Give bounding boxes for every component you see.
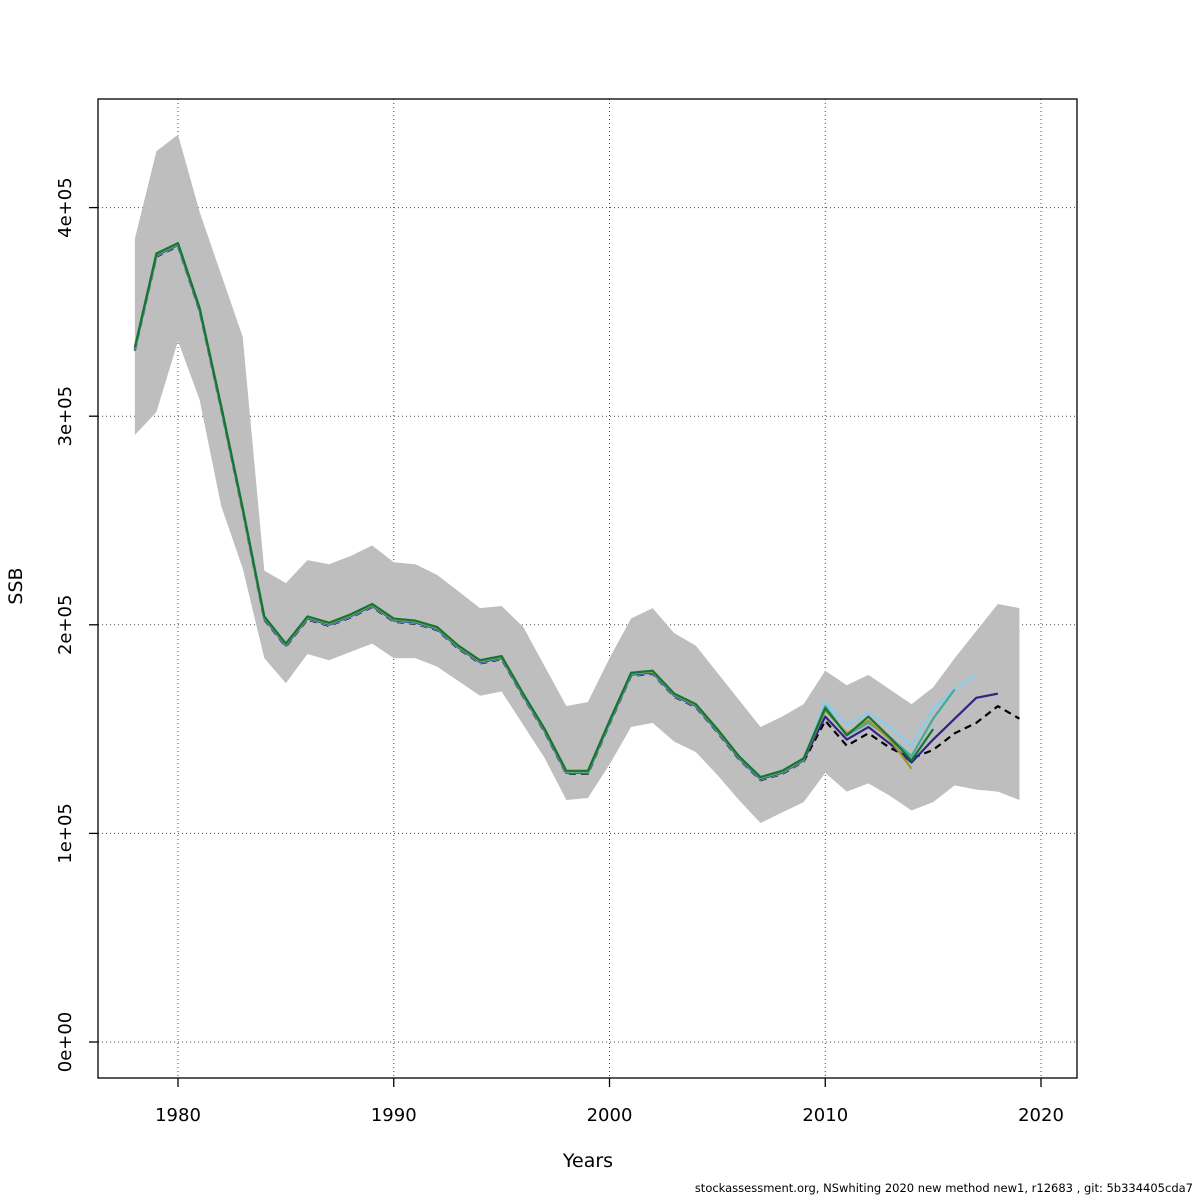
confidence-band	[134, 134, 1020, 823]
x-axis-title: Years	[562, 1150, 613, 1172]
y-tick-label: 4e+05	[55, 177, 76, 238]
plot-footer: stockassessment.org, NSwhiting 2020 new …	[695, 1181, 1193, 1195]
x-tick-label: 2010	[802, 1105, 848, 1126]
x-tick-label: 1990	[371, 1105, 417, 1126]
y-tick-label: 2e+05	[55, 595, 76, 656]
series-layer	[133, 241, 1020, 782]
x-tick-label: 1980	[155, 1105, 201, 1126]
plot-box	[97, 98, 1078, 1079]
y-axis-title: SSB	[5, 567, 27, 604]
y-tick-label: 1e+05	[55, 803, 76, 864]
band-layer	[134, 134, 1020, 823]
x-tick-label: 2020	[1018, 1105, 1064, 1126]
x-tick-label: 2000	[587, 1105, 633, 1126]
tick-layer	[89, 206, 1042, 1087]
tick-label-layer: 1980 1990 2000 2010 2020 0e+00 1e+05 2e+05 3e+05…	[55, 177, 1064, 1126]
y-tick-label: 3e+05	[55, 386, 76, 447]
retro-peel-2015	[133, 241, 935, 779]
y-tick-label: 0e+00	[55, 1012, 76, 1073]
